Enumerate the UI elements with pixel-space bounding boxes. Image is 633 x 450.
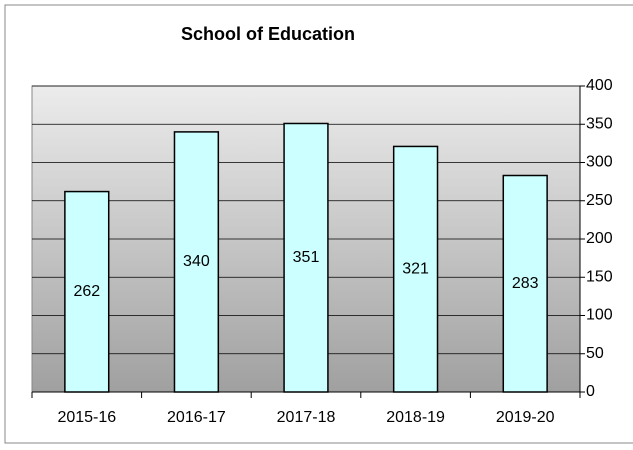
y-tick-label: 50	[586, 345, 604, 362]
x-tick-label: 2019-20	[496, 409, 555, 426]
y-tick-label: 150	[586, 268, 613, 285]
data-label: 321	[402, 260, 429, 277]
chart-title: School of Education	[181, 24, 355, 44]
data-label: 340	[183, 253, 210, 270]
x-tick-label: 2018-19	[386, 409, 445, 426]
bar	[392, 145, 439, 393]
bar	[173, 131, 220, 393]
y-tick-label: 400	[586, 77, 613, 94]
y-tick-label: 0	[586, 383, 595, 400]
y-tick-label: 250	[586, 192, 613, 209]
data-label: 262	[73, 283, 100, 300]
x-tick-label: 2016-17	[167, 409, 226, 426]
data-label: 283	[512, 275, 539, 292]
y-tick-label: 300	[586, 154, 613, 171]
x-tick-label: 2017-18	[277, 409, 336, 426]
y-tick-label: 200	[586, 230, 613, 247]
bar	[502, 174, 548, 393]
y-tick-label: 350	[586, 115, 613, 132]
data-label: 351	[293, 249, 320, 266]
y-tick-label: 100	[586, 307, 613, 324]
bar	[64, 190, 110, 393]
x-tick-label: 2015-16	[57, 409, 116, 426]
bar	[283, 122, 329, 393]
